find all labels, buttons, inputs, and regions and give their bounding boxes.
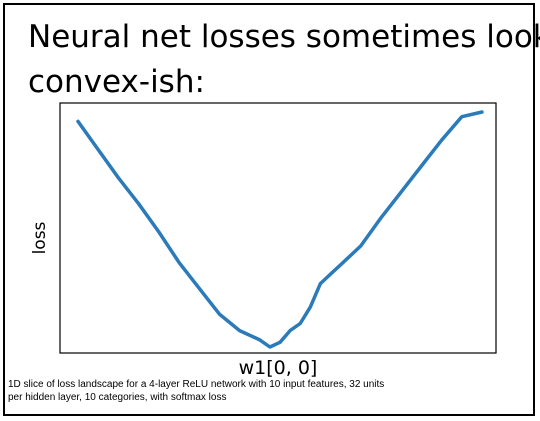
caption-line-1: 1D slice of loss landscape for a 4-layer… <box>8 379 385 390</box>
caption-line-2: per hidden layer, 10 categories, with so… <box>8 392 227 403</box>
x-axis-label: w1[0, 0] <box>239 357 318 379</box>
slide-title-line-1: Neural net losses sometimes look <box>28 19 540 55</box>
figure-caption: 1D slice of loss landscape for a 4-layer… <box>8 378 528 404</box>
slide-title-line-2: convex-ish: <box>28 64 205 100</box>
loss-series-line <box>76 110 484 349</box>
plot-area-border <box>59 102 497 354</box>
y-axis-label: loss <box>30 221 50 254</box>
